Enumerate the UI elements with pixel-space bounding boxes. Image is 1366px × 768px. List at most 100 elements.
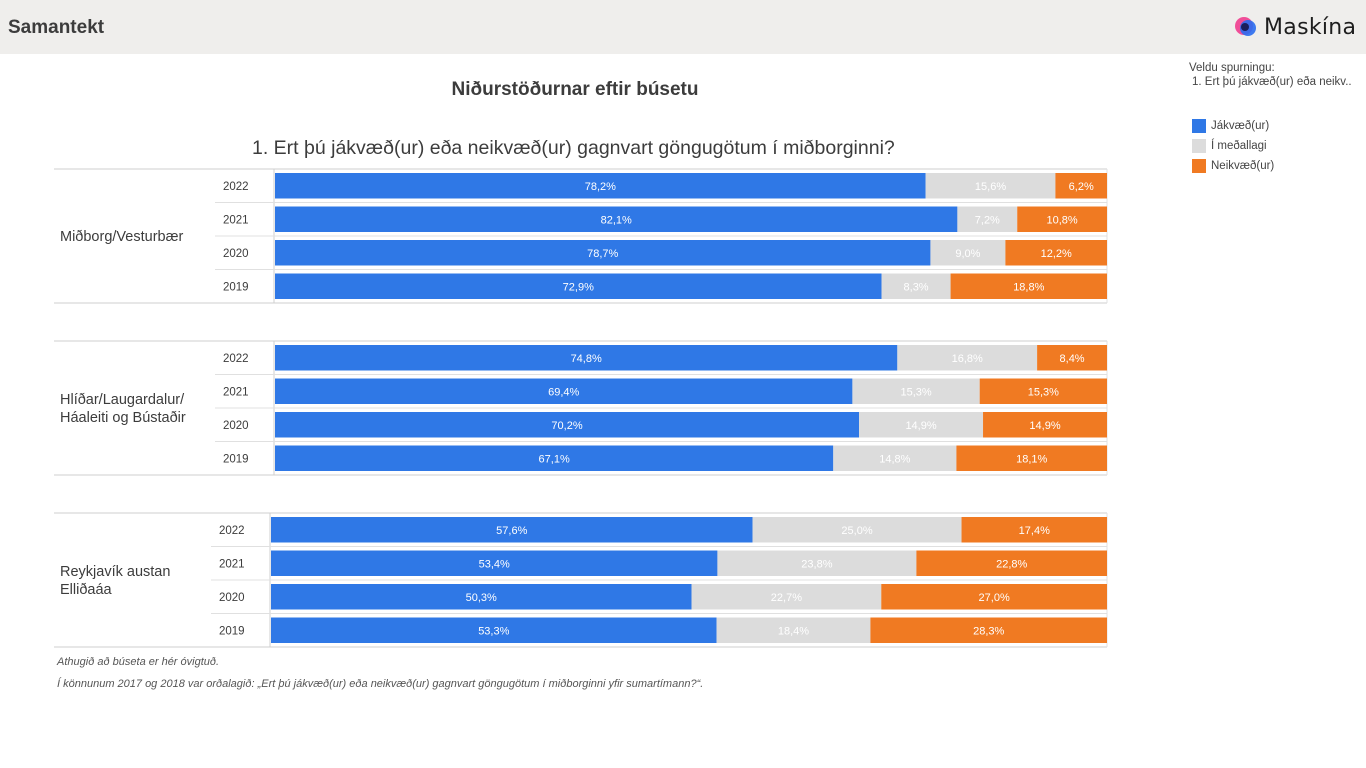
legend-item-negative[interactable]: Neikvæð(ur) bbox=[1192, 156, 1274, 176]
data-label: 8,3% bbox=[904, 281, 929, 293]
data-label: 17,4% bbox=[1019, 525, 1050, 537]
data-label: 72,9% bbox=[563, 281, 594, 293]
legend-item-neutral[interactable]: Í meðallagi bbox=[1192, 136, 1274, 156]
bar-segment-neutral bbox=[691, 584, 882, 610]
data-label: 57,6% bbox=[496, 525, 527, 537]
bar-segment-neutral bbox=[925, 173, 1056, 199]
year-tick-label: 2022 bbox=[223, 353, 249, 365]
legend-item-positive[interactable]: Jákvæð(ur) bbox=[1192, 116, 1274, 136]
bar-segment-positive bbox=[275, 345, 898, 371]
footnote-1: Athugið að búseta er hér óvigtuð. bbox=[57, 656, 220, 668]
maskina-logo-icon bbox=[1235, 17, 1256, 36]
bar-segment-neutral bbox=[752, 517, 962, 543]
year-tick-label: 2021 bbox=[223, 214, 249, 226]
year-tick-label: 2019 bbox=[219, 625, 245, 637]
bar-segment-negative bbox=[956, 445, 1107, 471]
group-label: Miðborg/Vesturbær bbox=[60, 229, 183, 245]
data-label: 22,7% bbox=[771, 592, 802, 604]
bar-segment-negative bbox=[1005, 240, 1107, 266]
legend-label-negative: Neikvæð(ur) bbox=[1211, 160, 1275, 172]
legend-label-neutral: Í meðallagi bbox=[1211, 140, 1267, 152]
maskina-logo: Maskína bbox=[1234, 14, 1356, 40]
bar-segment-neutral bbox=[852, 378, 980, 404]
bar-segment-negative bbox=[961, 517, 1107, 543]
data-label: 16,8% bbox=[952, 353, 983, 365]
bar-segment-neutral bbox=[930, 240, 1006, 266]
data-label: 9,0% bbox=[955, 248, 980, 260]
group-label: Reykjavík austan bbox=[60, 564, 170, 580]
data-label: 82,1% bbox=[601, 214, 632, 226]
logo-text: Maskína bbox=[1264, 14, 1357, 40]
chart-title: 1. Ert þú jákvæð(ur) eða neikvæð(ur) gag… bbox=[252, 137, 895, 159]
bar-segment-neutral bbox=[716, 617, 871, 643]
bar-segment-positive bbox=[275, 240, 931, 266]
data-label: 78,2% bbox=[585, 181, 616, 193]
group-label: Hlíðar/Laugardalur/ bbox=[60, 392, 185, 408]
bar-segment-negative bbox=[1037, 345, 1107, 371]
bar-segment-neutral bbox=[897, 345, 1038, 371]
data-label: 28,3% bbox=[973, 625, 1004, 637]
data-label: 27,0% bbox=[979, 592, 1010, 604]
legend-swatch-negative bbox=[1192, 159, 1206, 173]
data-label: 8,4% bbox=[1060, 353, 1085, 365]
data-label: 18,1% bbox=[1016, 453, 1047, 465]
year-tick-label: 2022 bbox=[223, 181, 249, 193]
year-tick-label: 2022 bbox=[219, 525, 245, 537]
bar-segment-positive bbox=[275, 206, 958, 232]
bar-segment-positive bbox=[271, 617, 717, 643]
data-label: 12,2% bbox=[1041, 248, 1072, 260]
data-label: 74,8% bbox=[571, 353, 602, 365]
data-label: 78,7% bbox=[587, 248, 618, 260]
bar-segment-positive bbox=[275, 412, 860, 438]
data-label: 15,6% bbox=[975, 181, 1006, 193]
footnote-2: Í könnunum 2017 og 2018 var orðalagið: „… bbox=[57, 678, 704, 690]
bar-segment-positive bbox=[271, 550, 718, 576]
data-label: 50,3% bbox=[466, 592, 497, 604]
bar-segment-negative bbox=[950, 273, 1107, 299]
year-tick-label: 2019 bbox=[223, 281, 249, 293]
group-label: Elliðaáa bbox=[60, 582, 113, 598]
legend-swatch-positive bbox=[1192, 119, 1206, 133]
question-select[interactable]: 1. Ert þú jákvæð(ur) eða neikv.. bbox=[1192, 76, 1352, 88]
data-label: 14,9% bbox=[905, 420, 936, 432]
bar-segment-neutral bbox=[833, 445, 957, 471]
bar-segment-negative bbox=[916, 550, 1107, 576]
data-label: 7,2% bbox=[975, 214, 1000, 226]
data-label: 18,8% bbox=[1013, 281, 1044, 293]
bar-segment-positive bbox=[271, 584, 692, 610]
legend: Jákvæð(ur) Í meðallagi Neikvæð(ur) bbox=[1192, 116, 1274, 176]
question-select-label: Veldu spurningu: bbox=[1189, 62, 1275, 74]
year-tick-label: 2020 bbox=[219, 592, 245, 604]
bar-segment-negative bbox=[979, 378, 1107, 404]
year-tick-label: 2020 bbox=[223, 420, 249, 432]
data-label: 69,4% bbox=[548, 386, 579, 398]
bar-segment-positive bbox=[275, 445, 834, 471]
data-label: 53,4% bbox=[479, 558, 510, 570]
data-label: 70,2% bbox=[551, 420, 582, 432]
bar-segment-negative bbox=[1055, 173, 1107, 199]
bar-segment-positive bbox=[275, 378, 853, 404]
data-label: 15,3% bbox=[1028, 386, 1059, 398]
bar-segment-positive bbox=[275, 173, 926, 199]
data-label: 53,3% bbox=[478, 625, 509, 637]
bar-segment-positive bbox=[275, 273, 882, 299]
data-label: 22,8% bbox=[996, 558, 1027, 570]
data-label: 15,3% bbox=[900, 386, 931, 398]
bar-segment-neutral bbox=[859, 412, 984, 438]
page-title: Niðurstöðurnar eftir búsetu bbox=[451, 79, 699, 100]
data-label: 18,4% bbox=[778, 625, 809, 637]
data-label: 6,2% bbox=[1069, 181, 1094, 193]
year-tick-label: 2019 bbox=[223, 453, 249, 465]
year-tick-label: 2021 bbox=[219, 558, 245, 570]
bar-segment-negative bbox=[881, 584, 1107, 610]
page-header-title: Samantekt bbox=[8, 17, 105, 38]
year-tick-label: 2021 bbox=[223, 386, 249, 398]
bar-segment-neutral bbox=[957, 206, 1018, 232]
data-label: 14,8% bbox=[879, 453, 910, 465]
data-label: 67,1% bbox=[539, 453, 570, 465]
bar-segment-positive bbox=[271, 517, 753, 543]
header-bar: Samantekt Maskína bbox=[0, 0, 1366, 54]
legend-swatch-neutral bbox=[1192, 139, 1206, 153]
legend-label-positive: Jákvæð(ur) bbox=[1211, 120, 1270, 132]
